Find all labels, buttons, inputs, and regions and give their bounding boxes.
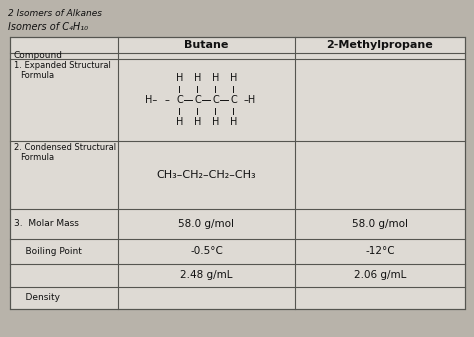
Text: H: H: [176, 73, 183, 83]
Text: Formula: Formula: [20, 71, 54, 80]
Text: C: C: [194, 95, 201, 105]
Text: H: H: [212, 73, 219, 83]
Text: 1. Expanded Structural: 1. Expanded Structural: [14, 61, 111, 70]
Text: H: H: [230, 73, 237, 83]
Text: H: H: [194, 73, 201, 83]
Text: C: C: [230, 95, 237, 105]
Text: H: H: [230, 117, 237, 127]
Text: C: C: [212, 95, 219, 105]
Text: 2.06 g/mL: 2.06 g/mL: [354, 271, 406, 280]
Text: H: H: [176, 117, 183, 127]
Text: H: H: [194, 117, 201, 127]
Text: C: C: [176, 95, 183, 105]
Text: -0.5°C: -0.5°C: [190, 246, 223, 256]
Text: CH₃–CH₂–CH₂–CH₃: CH₃–CH₂–CH₂–CH₃: [157, 170, 256, 180]
Text: Isomers of C₄H₁₀: Isomers of C₄H₁₀: [8, 22, 88, 32]
Text: Compound: Compound: [14, 52, 63, 61]
Text: Butane: Butane: [184, 40, 228, 50]
Text: 3.  Molar Mass: 3. Molar Mass: [14, 219, 79, 228]
Text: Density: Density: [14, 294, 60, 303]
Text: H: H: [212, 117, 219, 127]
Text: 2.48 g/mL: 2.48 g/mL: [180, 271, 233, 280]
Text: 2. Condensed Structural: 2. Condensed Structural: [14, 143, 116, 152]
Text: Boiling Point: Boiling Point: [14, 247, 82, 256]
Text: 2 Isomers of Alkanes: 2 Isomers of Alkanes: [8, 9, 102, 19]
Text: Formula: Formula: [20, 153, 54, 162]
Text: H–: H–: [145, 95, 157, 105]
Bar: [10, 37, 465, 309]
Text: 2-Methylpropane: 2-Methylpropane: [327, 40, 433, 50]
Text: 58.0 g/mol: 58.0 g/mol: [179, 219, 235, 229]
Text: –H: –H: [244, 95, 256, 105]
Text: -12°C: -12°C: [365, 246, 395, 256]
Text: –: –: [164, 95, 170, 105]
Text: 58.0 g/mol: 58.0 g/mol: [352, 219, 408, 229]
